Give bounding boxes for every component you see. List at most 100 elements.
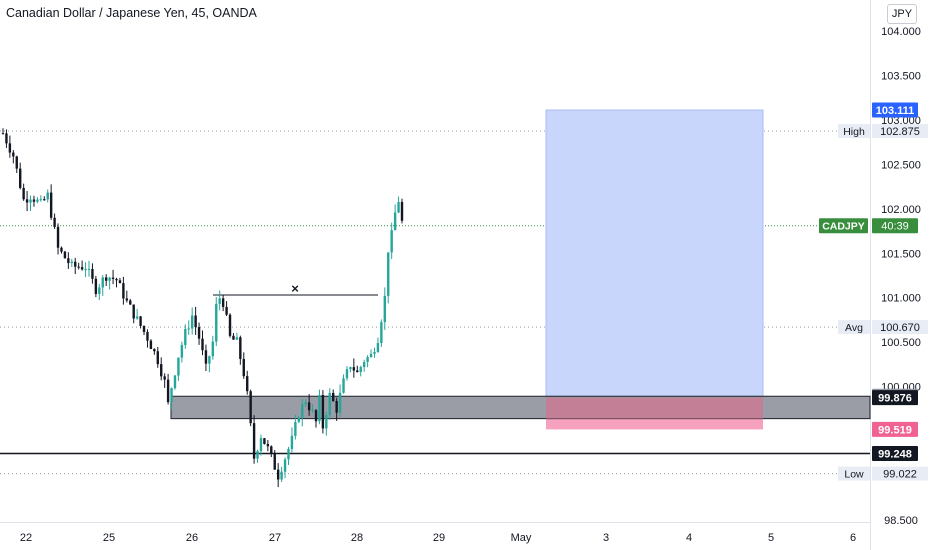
candle[interactable] [328,388,331,420]
candle[interactable] [211,335,215,360]
candle[interactable] [94,275,98,298]
candle[interactable] [84,262,87,278]
candle[interactable] [321,390,325,434]
candle[interactable] [190,307,194,335]
candle[interactable] [80,260,84,271]
candle[interactable] [383,287,387,330]
candle[interactable] [359,365,362,377]
price-tag-support[interactable]: 99.248 [872,445,918,461]
currency-button[interactable]: JPY [887,4,917,24]
candle[interactable] [356,365,359,373]
candle[interactable] [118,277,122,284]
candle[interactable] [283,457,287,479]
candle[interactable] [338,384,342,417]
candle[interactable] [15,155,18,174]
candle[interactable] [173,374,177,390]
candle[interactable] [142,325,146,336]
candle[interactable] [122,276,125,305]
candle[interactable] [376,337,380,353]
candle[interactable] [276,463,280,488]
candle[interactable] [29,195,32,212]
candle[interactable] [387,252,390,304]
candle[interactable] [366,355,369,368]
candle[interactable] [63,250,67,259]
candle[interactable] [98,283,101,301]
candle[interactable] [345,366,349,381]
candles[interactable] [1,128,404,488]
candle[interactable] [304,399,307,408]
candle[interactable] [314,409,318,428]
candle[interactable] [393,204,397,231]
candle[interactable] [266,439,270,452]
candle[interactable] [256,449,259,463]
candle[interactable] [36,197,39,204]
candle[interactable] [25,190,29,212]
candle[interactable] [74,257,77,275]
candle[interactable] [252,415,256,464]
candle[interactable] [104,274,108,286]
candle[interactable] [242,352,245,379]
candle[interactable] [170,387,173,410]
candle[interactable] [263,437,266,445]
candle[interactable] [287,446,290,466]
candle[interactable] [369,349,373,358]
candle[interactable] [270,445,273,458]
price-tag-stop[interactable]: 99.519 [872,421,918,437]
low-tag[interactable]: Low 99.022 [838,466,928,481]
candle[interactable] [77,262,80,270]
candle[interactable] [70,258,73,267]
candle[interactable] [139,315,142,329]
candle[interactable] [129,298,132,305]
candle[interactable] [149,339,153,350]
candle[interactable] [352,358,356,378]
candle[interactable] [187,320,190,335]
candle[interactable] [87,260,91,277]
candle[interactable] [53,213,56,230]
candle[interactable] [56,223,60,255]
candle[interactable] [239,335,242,365]
candle[interactable] [111,269,115,285]
avg-tag[interactable]: Avg 100.670 [838,320,928,335]
candle[interactable] [101,275,104,296]
candle[interactable] [163,373,166,388]
candle[interactable] [332,389,335,402]
candle[interactable] [125,290,129,303]
candle[interactable] [39,195,43,202]
candle[interactable] [5,129,8,148]
candle[interactable] [49,184,53,220]
candle[interactable] [132,304,135,324]
price-tag-target[interactable]: 103.111 [872,102,918,118]
candle[interactable] [397,196,400,214]
candle[interactable] [108,276,111,290]
candle[interactable] [201,330,204,356]
candle[interactable] [380,319,383,347]
candle[interactable] [197,322,201,345]
candle[interactable] [46,189,49,203]
current-price-tag[interactable]: CADJPY 40:39 [819,218,918,234]
candle[interactable] [290,427,294,453]
candle[interactable] [166,373,170,405]
time-axis[interactable]: 22 25 26 27 28 29 May 3 4 5 6 [0,522,870,545]
candle[interactable] [153,348,156,355]
candle[interactable] [135,308,139,320]
candle[interactable] [60,246,63,254]
candle[interactable] [156,346,159,368]
candle[interactable] [246,370,249,395]
candle[interactable] [221,295,225,312]
candle[interactable] [91,263,94,284]
high-tag[interactable]: High 102.875 [838,124,928,139]
candle[interactable] [18,162,22,190]
candle[interactable] [115,277,118,288]
candle[interactable] [208,355,211,373]
candle[interactable] [273,450,276,470]
profit-zone[interactable] [545,109,764,399]
candle[interactable] [67,252,70,269]
candle[interactable] [349,366,352,373]
candle[interactable] [307,394,311,416]
candle[interactable] [12,150,15,164]
candle[interactable] [390,222,393,260]
candle[interactable] [218,290,221,311]
candle[interactable] [177,357,180,381]
candle[interactable] [335,397,338,421]
